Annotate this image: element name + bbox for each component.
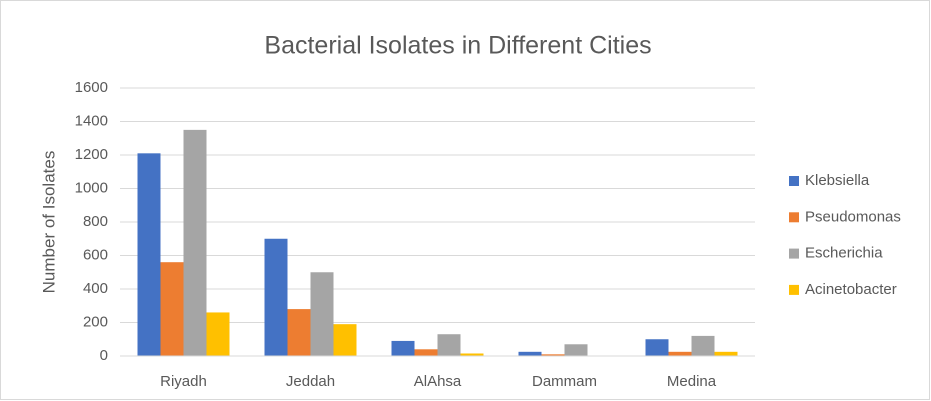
bar [333, 324, 357, 356]
y-tick-label: 1000 [75, 179, 108, 196]
y-axis-label: Number of Isolates [39, 151, 58, 294]
bar [137, 153, 161, 356]
bar [183, 129, 207, 356]
x-tick-label: Jeddah [286, 373, 335, 390]
legend-swatch [789, 176, 799, 186]
bar [287, 309, 311, 356]
legend-label: Klebsiella [805, 172, 870, 189]
y-tick-label: 0 [100, 347, 108, 364]
bar [160, 262, 184, 356]
bar [391, 340, 415, 356]
bar [541, 354, 565, 356]
y-tick-label: 800 [83, 213, 108, 230]
y-tick-label: 600 [83, 246, 108, 263]
legend-label: Pseudomonas [805, 208, 901, 225]
legend-label: Acinetobacter [805, 281, 897, 298]
legend-swatch [789, 284, 799, 295]
bar [518, 351, 542, 356]
legend-swatch [789, 212, 799, 223]
bar [564, 344, 588, 356]
bar [460, 353, 484, 356]
y-tick-label: 1200 [75, 146, 108, 163]
x-tick-label: Riyadh [160, 373, 207, 390]
x-tick-label: Medina [667, 373, 717, 390]
bar [437, 334, 461, 356]
y-tick-label: 200 [83, 313, 108, 330]
legend-label: Escherichia [805, 245, 883, 262]
y-tick-label: 1400 [75, 112, 108, 129]
chart-title: Bacterial Isolates in Different Cities [264, 32, 651, 60]
bar [645, 339, 669, 356]
x-tick-label: AlAhsa [414, 373, 462, 390]
bar [310, 272, 334, 356]
bar [264, 238, 288, 356]
bar [691, 335, 715, 356]
bar [714, 351, 738, 356]
y-tick-label: 400 [83, 280, 108, 297]
y-tick-label: 1600 [75, 79, 108, 96]
bar [668, 351, 692, 356]
bar [206, 312, 230, 356]
bar [414, 349, 438, 356]
legend-swatch [789, 248, 799, 259]
x-tick-label: Dammam [532, 373, 597, 390]
